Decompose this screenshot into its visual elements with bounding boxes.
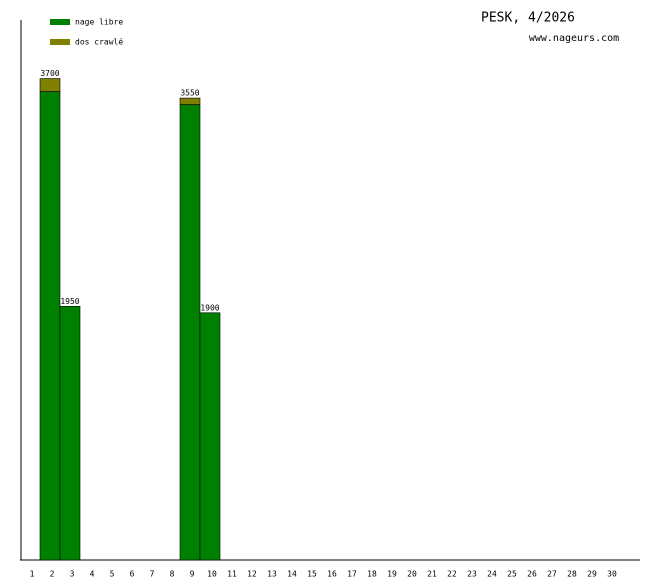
- bar-segment: [59, 305, 81, 561]
- x-tick-label: 21: [427, 570, 437, 579]
- x-tick-label: 24: [487, 570, 497, 579]
- x-tick-label: 7: [150, 570, 155, 579]
- x-tick-label: 17: [347, 570, 357, 579]
- x-tick-label: 25: [507, 570, 517, 579]
- x-tick-label: 18: [367, 570, 377, 579]
- x-tick-label: 19: [387, 570, 397, 579]
- x-tick-label: 20: [407, 570, 417, 579]
- x-tick-label: 11: [227, 570, 237, 579]
- bar-segment: [199, 312, 221, 561]
- x-tick-label: 3: [70, 570, 75, 579]
- bar-segment: [39, 78, 61, 92]
- x-tick-label: 5: [110, 570, 115, 579]
- bar-segment: [179, 97, 201, 105]
- x-tick-label: 10: [207, 570, 217, 579]
- x-tick-label: 26: [527, 570, 537, 579]
- chart-subtitle: www.nageurs.com: [529, 33, 619, 44]
- x-tick-label: 1: [30, 570, 35, 579]
- legend-swatch: [50, 39, 70, 45]
- legend-label: dos crawlé: [75, 37, 123, 47]
- total-label: 1950: [60, 297, 79, 306]
- total-label: 3550: [180, 89, 199, 98]
- bar-segment: [39, 91, 61, 561]
- x-tick-label: 9: [190, 570, 195, 579]
- x-tick-label: 12: [247, 570, 257, 579]
- x-tick-label: 15: [307, 570, 317, 579]
- legend-swatch: [50, 19, 70, 25]
- x-tick-label: 4: [90, 570, 95, 579]
- total-label: 1900: [200, 303, 219, 312]
- x-tick-label: 2: [50, 570, 55, 579]
- x-tick-label: 8: [170, 570, 175, 579]
- x-tick-label: 23: [467, 570, 477, 579]
- x-tick-label: 14: [287, 570, 297, 579]
- chart-title: PESK, 4/2026: [481, 11, 575, 26]
- x-tick-label: 29: [587, 570, 597, 579]
- x-tick-label: 27: [547, 570, 557, 579]
- total-label: 3700: [40, 69, 59, 78]
- x-tick-label: 13: [267, 570, 277, 579]
- x-tick-label: 30: [607, 570, 617, 579]
- x-tick-label: 16: [327, 570, 337, 579]
- bar-segment: [179, 104, 201, 561]
- x-tick-label: 22: [447, 570, 457, 579]
- x-tick-label: 6: [130, 570, 135, 579]
- x-tick-label: 28: [567, 570, 577, 579]
- legend-label: nage libre: [75, 18, 123, 27]
